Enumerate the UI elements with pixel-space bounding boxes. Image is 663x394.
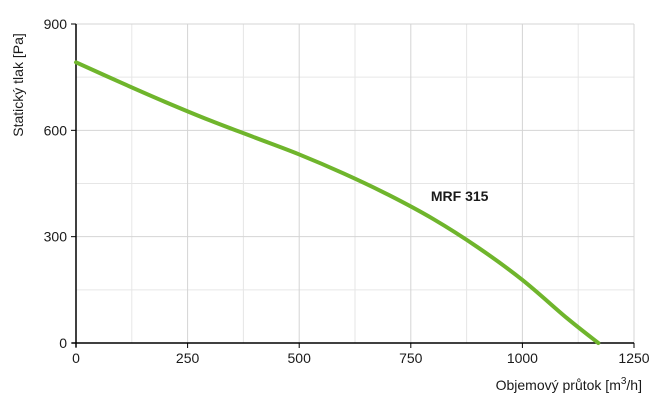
x-tick-label: 750 <box>399 350 423 366</box>
y-tick-label: 300 <box>44 229 68 245</box>
x-tick-label: 1000 <box>507 350 538 366</box>
axes <box>71 23 635 348</box>
y-tick-label: 900 <box>44 16 68 32</box>
y-axis-label: Statický tlak [Pa] <box>10 33 26 136</box>
series-label: MRF 315 <box>431 188 489 204</box>
x-tick-label: 1250 <box>618 350 649 366</box>
series-layer: MRF 315 <box>74 60 601 345</box>
grid <box>76 23 635 343</box>
x-axis-label: Objemový průtok [m3/h] <box>496 376 642 393</box>
tick-labels: 0 300 600 900 0 250 500 750 1000 1250 <box>44 16 650 366</box>
x-tick-label: 250 <box>176 350 200 366</box>
x-tick-label: 500 <box>288 350 312 366</box>
series-line-mrf-315 <box>74 60 601 345</box>
y-tick-label: 0 <box>59 335 67 351</box>
y-tick-label: 600 <box>44 122 68 138</box>
x-tick-label: 0 <box>72 350 80 366</box>
